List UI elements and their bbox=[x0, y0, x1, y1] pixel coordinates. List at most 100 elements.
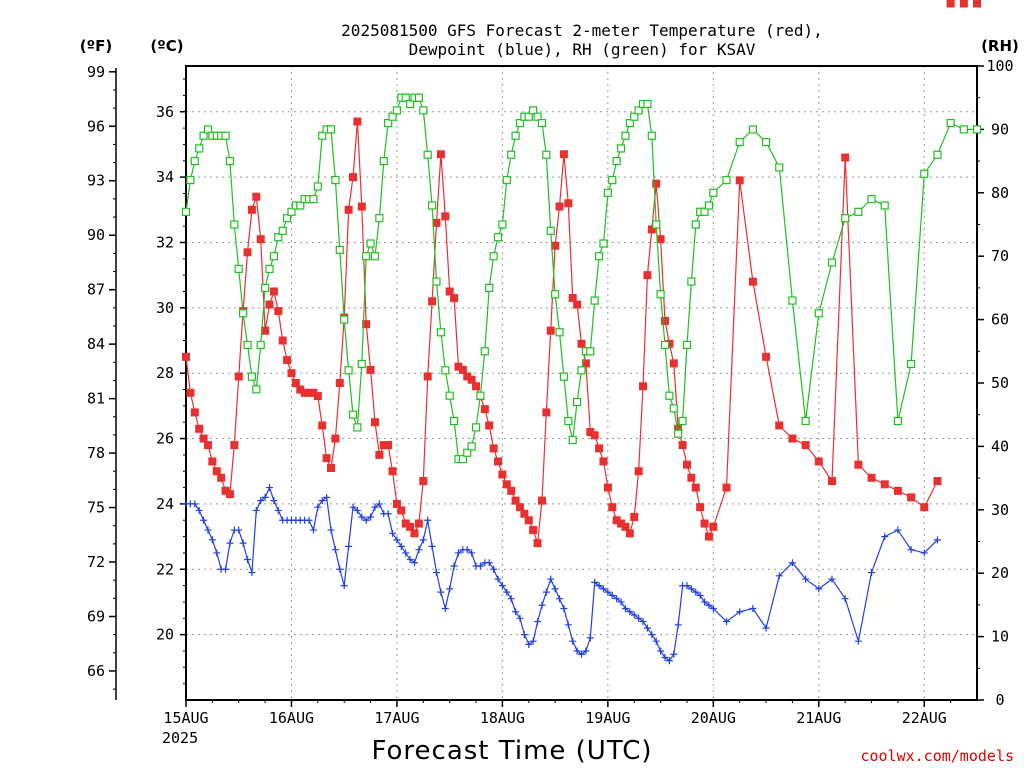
data-point bbox=[217, 473, 226, 482]
fahrenheit-tick-label: 96 bbox=[87, 117, 105, 135]
data-point bbox=[226, 539, 234, 547]
data-point bbox=[476, 562, 484, 570]
data-point bbox=[282, 214, 292, 223]
data-point bbox=[660, 340, 670, 350]
data-point bbox=[419, 477, 428, 486]
data-point bbox=[203, 125, 213, 134]
data-point bbox=[344, 205, 353, 214]
data-point bbox=[704, 201, 714, 210]
data-point bbox=[436, 150, 445, 159]
data-point bbox=[384, 510, 392, 518]
data-point bbox=[656, 235, 665, 244]
data-point bbox=[384, 441, 393, 450]
data-point bbox=[556, 595, 564, 603]
data-point bbox=[678, 416, 687, 426]
data-point bbox=[274, 233, 283, 242]
data-point bbox=[428, 297, 437, 306]
data-point bbox=[463, 448, 472, 457]
data-point bbox=[604, 588, 612, 596]
data-point bbox=[542, 588, 550, 596]
data-point bbox=[515, 118, 525, 128]
data-point bbox=[397, 542, 405, 550]
celsius-tick-label: 30 bbox=[156, 299, 174, 317]
data-point bbox=[458, 454, 467, 464]
data-point bbox=[542, 408, 551, 417]
data-point bbox=[946, 0, 955, 8]
data-point bbox=[511, 496, 520, 505]
data-point bbox=[546, 226, 555, 235]
rh-unit-label: (RH) bbox=[981, 37, 1019, 55]
grid bbox=[186, 66, 977, 700]
data-point bbox=[265, 300, 274, 309]
data-point bbox=[520, 509, 529, 518]
data-point bbox=[367, 513, 375, 521]
data-point bbox=[471, 423, 481, 432]
rh-tick-label: 40 bbox=[991, 437, 1009, 455]
data-point bbox=[893, 416, 903, 426]
data-point bbox=[722, 176, 731, 185]
data-point bbox=[468, 549, 476, 557]
rh-tick-label: 80 bbox=[991, 184, 1009, 202]
data-point bbox=[186, 388, 195, 397]
data-point bbox=[639, 618, 647, 626]
data-point bbox=[186, 176, 195, 185]
fahrenheit-tick-label: 66 bbox=[87, 662, 105, 680]
celsius-tick-label: 34 bbox=[156, 168, 174, 186]
data-point bbox=[603, 483, 612, 492]
data-point bbox=[946, 118, 955, 128]
data-point bbox=[235, 526, 243, 534]
rh-tick-label: 60 bbox=[991, 311, 1009, 329]
data-point bbox=[502, 176, 511, 185]
data-point bbox=[454, 549, 462, 557]
data-point bbox=[195, 144, 204, 153]
data-point bbox=[625, 118, 634, 128]
data-point bbox=[278, 336, 287, 345]
data-point bbox=[599, 585, 607, 593]
data-point bbox=[788, 559, 796, 567]
data-point bbox=[590, 431, 599, 440]
data-point bbox=[551, 290, 560, 299]
data-point bbox=[594, 252, 604, 261]
data-point bbox=[392, 106, 402, 115]
data-point bbox=[608, 591, 616, 599]
data-point bbox=[344, 366, 353, 375]
data-point bbox=[520, 631, 528, 639]
data-point bbox=[507, 150, 516, 159]
data-point bbox=[749, 604, 757, 612]
rh-tick-label: 90 bbox=[991, 120, 1009, 138]
data-point bbox=[411, 559, 419, 567]
data-point bbox=[573, 300, 582, 309]
data-point bbox=[208, 536, 216, 544]
data-point bbox=[388, 467, 397, 476]
data-point bbox=[802, 575, 810, 583]
celsius-tick-label: 20 bbox=[156, 626, 174, 644]
x-tick-sublabel: 2025 bbox=[162, 729, 198, 747]
data-point bbox=[379, 157, 388, 166]
data-point bbox=[920, 503, 929, 512]
data-point bbox=[815, 585, 823, 593]
data-point bbox=[449, 416, 459, 426]
data-point bbox=[569, 637, 577, 645]
data-point bbox=[683, 582, 691, 590]
data-point bbox=[331, 176, 340, 185]
data-point bbox=[613, 595, 621, 603]
fahrenheit-tick-label: 93 bbox=[87, 172, 105, 190]
data-point bbox=[788, 434, 797, 443]
data-point bbox=[327, 463, 336, 472]
data-point bbox=[225, 157, 235, 166]
series-rh bbox=[181, 93, 982, 464]
data-point bbox=[537, 118, 547, 128]
data-point bbox=[441, 366, 450, 375]
data-point bbox=[691, 220, 700, 229]
data-point bbox=[353, 506, 361, 514]
data-point bbox=[692, 588, 700, 596]
data-point bbox=[801, 441, 810, 450]
data-point bbox=[480, 347, 489, 356]
data-point bbox=[419, 106, 428, 115]
data-point bbox=[894, 526, 902, 534]
data-point bbox=[867, 473, 876, 482]
data-point bbox=[555, 202, 564, 211]
data-point bbox=[564, 416, 573, 426]
rh-tick-label: 10 bbox=[991, 628, 1009, 646]
fahrenheit-tick-label: 84 bbox=[87, 335, 105, 353]
